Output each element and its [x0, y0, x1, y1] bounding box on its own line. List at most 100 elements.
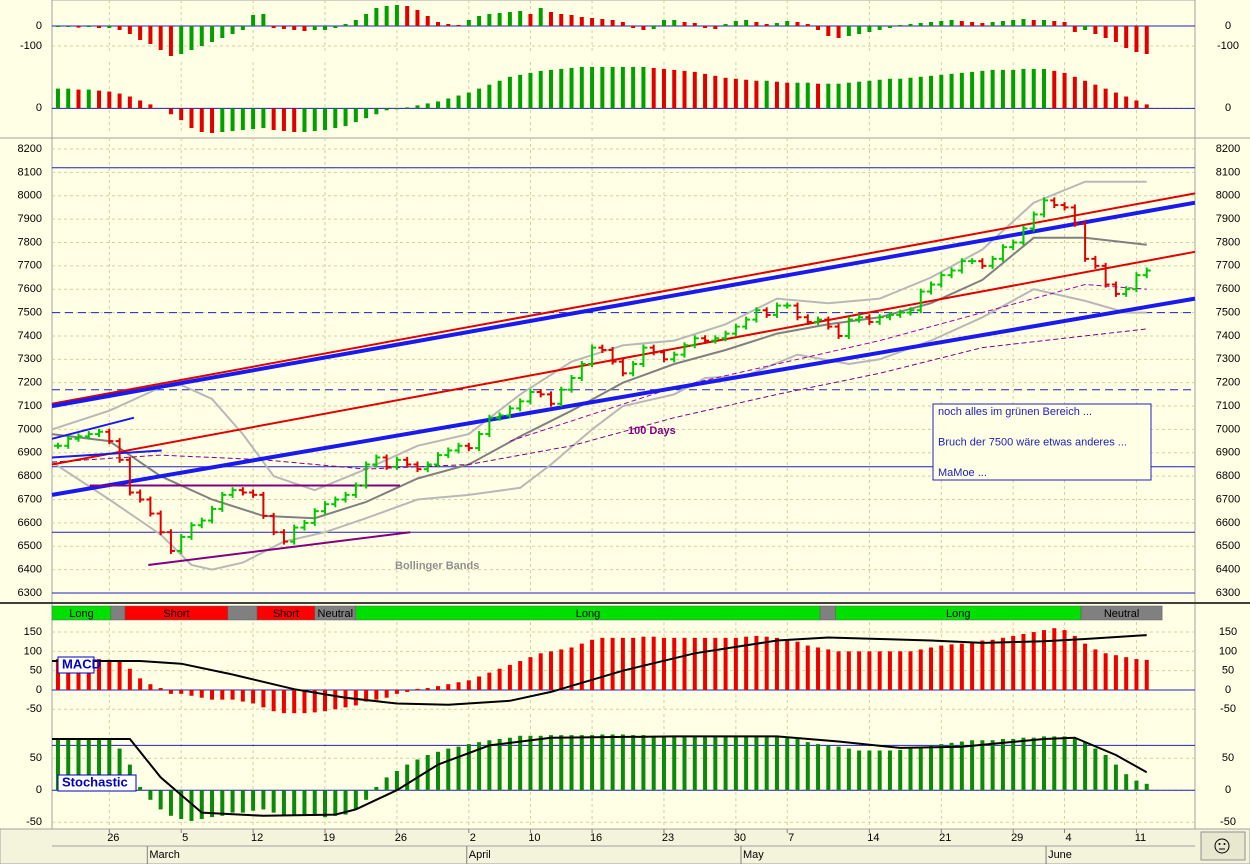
bar [579, 66, 584, 109]
y-tick-label: 7700 [18, 260, 42, 272]
month-label: June [1048, 849, 1072, 861]
bar [405, 6, 410, 26]
bar [682, 735, 687, 791]
y-tick-label-right: 7900 [1216, 213, 1240, 225]
bar [302, 689, 307, 714]
bar [672, 69, 677, 109]
bar [394, 689, 399, 694]
bar [959, 72, 964, 109]
bar [744, 636, 749, 690]
bar [1042, 20, 1047, 26]
y-tick-label: 6900 [18, 447, 42, 459]
bar [918, 649, 923, 690]
bar [620, 734, 625, 791]
y-tick-label-right: 7000 [1216, 423, 1240, 435]
bar [415, 688, 420, 690]
price-bar [495, 412, 504, 421]
bar [672, 735, 677, 791]
bar [703, 73, 708, 109]
bar [323, 689, 328, 712]
bar [569, 67, 574, 109]
bar [641, 66, 646, 109]
bar [405, 689, 410, 692]
bar [1103, 653, 1108, 690]
bar [179, 790, 184, 820]
bar [528, 735, 533, 791]
bar [1042, 630, 1047, 690]
bar [189, 689, 194, 696]
bar [641, 735, 646, 791]
bar [240, 26, 245, 30]
bar [816, 26, 821, 30]
bar [1144, 783, 1149, 791]
bar [1021, 737, 1026, 791]
bar [302, 790, 307, 815]
bar [55, 659, 60, 690]
bar [723, 637, 728, 690]
bar [805, 24, 810, 26]
bar [548, 12, 553, 26]
bar [836, 746, 841, 791]
bar [148, 104, 153, 109]
bar [1042, 68, 1047, 109]
bar [281, 26, 286, 29]
bar [405, 107, 410, 109]
bar [1103, 88, 1108, 109]
y-tick-label: 7100 [18, 400, 42, 412]
bar [795, 22, 800, 26]
bar [466, 680, 471, 690]
bar [1011, 738, 1016, 791]
bar [620, 22, 625, 26]
bar [168, 790, 173, 816]
bar [76, 89, 81, 109]
bar [1144, 104, 1149, 109]
y-tick-label: 8000 [18, 190, 42, 202]
bar [898, 78, 903, 109]
bar [846, 26, 851, 36]
bar [456, 95, 461, 109]
price-bar [249, 489, 258, 498]
bar [877, 26, 882, 30]
price-bar [485, 414, 494, 438]
price-bar [372, 454, 381, 468]
price-bar [166, 529, 175, 554]
bar [374, 8, 379, 26]
line [51, 288, 1147, 571]
bar [107, 91, 112, 109]
bar [590, 18, 595, 26]
bar [66, 657, 71, 690]
price-bar [906, 307, 915, 316]
y-tick-label: 0 [36, 684, 42, 696]
price-bar [690, 335, 699, 349]
bar [723, 736, 728, 791]
price-bar [937, 272, 946, 288]
signal-label: Neutral [318, 608, 353, 620]
bar [292, 26, 297, 30]
price-bar [701, 335, 710, 344]
y-tick-label: 7500 [18, 306, 42, 318]
line [52, 634, 1147, 706]
line [51, 250, 1196, 466]
price-bar [177, 533, 186, 554]
bar [251, 15, 256, 26]
signal-label: Long [576, 608, 600, 620]
bar [610, 637, 615, 690]
smiley-button[interactable] [1200, 831, 1246, 861]
y-tick-label: 7800 [18, 236, 42, 248]
bar [641, 636, 646, 690]
bar [127, 26, 132, 34]
bar [764, 80, 769, 109]
bar [1062, 22, 1067, 26]
month-label: March [149, 849, 180, 861]
bar [333, 790, 338, 816]
bar [795, 738, 800, 791]
bar [713, 75, 718, 109]
bar [1113, 92, 1118, 109]
month-label: May [743, 849, 764, 861]
bar [394, 771, 399, 791]
y-tick-label: 7000 [18, 423, 42, 435]
bar [1124, 26, 1129, 48]
bar [661, 637, 666, 690]
bar [631, 26, 636, 28]
y-tick-label: -100 [20, 40, 42, 52]
